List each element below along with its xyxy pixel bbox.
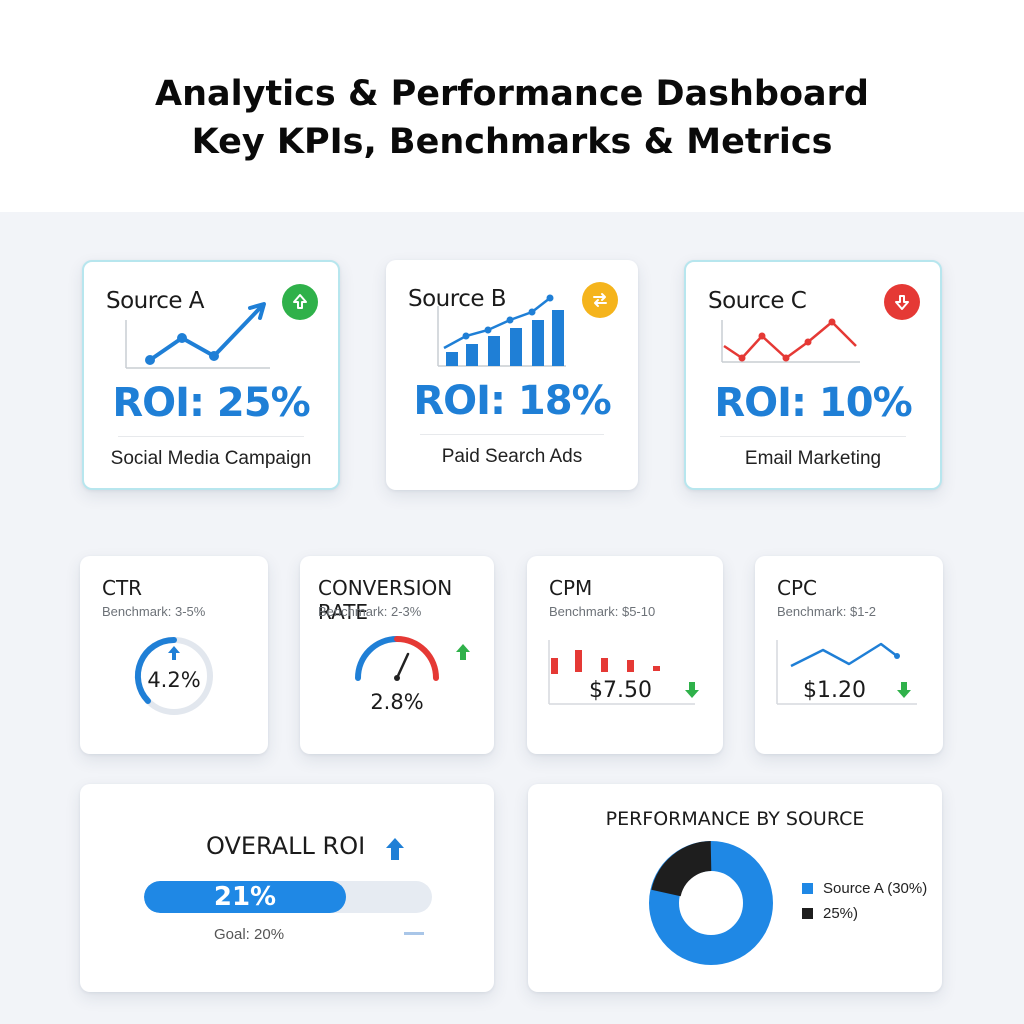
roi-value: ROI: 25% bbox=[112, 380, 310, 426]
roi-value: ROI: 10% bbox=[714, 380, 912, 426]
cpc-line-chart bbox=[776, 640, 917, 705]
divider bbox=[720, 436, 906, 437]
legend-swatch bbox=[802, 883, 813, 894]
kpi-value: $1.20 bbox=[803, 678, 866, 703]
title-line-1: Analytics & Performance Dashboard bbox=[155, 74, 869, 114]
legend-label: Source A (30%) bbox=[823, 880, 928, 897]
legend-swatch bbox=[802, 908, 813, 919]
divider bbox=[420, 434, 604, 435]
arrow-up-icon bbox=[456, 644, 470, 660]
overall-roi-progress bbox=[144, 881, 432, 913]
kpi-card-cpm[interactable]: CPM Benchmark: $5-10 $7.50 bbox=[527, 556, 723, 754]
cpm-bar-chart bbox=[548, 640, 695, 705]
conversion-gauge bbox=[355, 636, 439, 681]
trend-up-badge bbox=[282, 284, 318, 320]
goal-marker bbox=[404, 932, 424, 935]
kpi-card-conversion-rate[interactable]: CONVERSION RATE Benchmark: 2-3% 2.8% bbox=[300, 556, 494, 754]
kpi-card-cpc[interactable]: CPC Benchmark: $1-2 $1.20 bbox=[755, 556, 943, 754]
trend-down-badge bbox=[884, 284, 920, 320]
legend-item: Source A (30%) bbox=[802, 880, 927, 897]
legend-label: 25%) bbox=[823, 905, 859, 922]
arrow-down-icon bbox=[897, 682, 911, 698]
source-title: Source A bbox=[106, 288, 205, 314]
source-c-sparkline bbox=[721, 318, 860, 363]
source-subtitle: Paid Search Ads bbox=[441, 446, 583, 467]
legend-item: 25%) bbox=[802, 905, 858, 922]
ctr-ring-gauge bbox=[134, 636, 213, 715]
kpi-card-ctr[interactable]: CTR Benchmark: 3-5% 4.2% bbox=[80, 556, 268, 754]
overall-roi-value: 21% bbox=[213, 882, 277, 912]
arrow-down-icon bbox=[685, 682, 699, 698]
source-b-barchart bbox=[437, 294, 566, 367]
source-card-c[interactable]: Source C ROI: 10% Email Marketing bbox=[684, 260, 942, 490]
kpi-benchmark: Benchmark: $1-2 bbox=[777, 604, 876, 619]
arrow-up-icon bbox=[386, 838, 404, 860]
source-title: Source C bbox=[708, 288, 807, 314]
source-subtitle: Social Media Campaign bbox=[110, 448, 312, 469]
kpi-benchmark: Benchmark: 3-5% bbox=[102, 604, 206, 619]
source-title: Source B bbox=[408, 286, 507, 312]
performance-card[interactable]: PERFORMANCE BY SOURCE Source A (30%) 25%… bbox=[528, 784, 942, 992]
swap-icon bbox=[593, 293, 607, 307]
overall-roi-card[interactable]: OVERALL ROI 21% Goal: 20% bbox=[80, 784, 494, 992]
overall-roi-title: OVERALL ROI bbox=[206, 832, 366, 860]
source-card-b[interactable]: Source B ROI: 18% Paid Search Ads bbox=[386, 260, 638, 490]
kpi-value: 4.2% bbox=[147, 668, 201, 692]
progress-fill bbox=[144, 881, 346, 913]
source-a-sparkline bbox=[125, 302, 270, 369]
kpi-title: CTR bbox=[102, 576, 143, 600]
trend-neutral-badge bbox=[582, 282, 618, 318]
kpi-title: CONVERSION RATE bbox=[318, 576, 453, 624]
kpi-value: 2.8% bbox=[370, 690, 424, 714]
arrow-down-icon bbox=[895, 295, 909, 310]
title-line-2: Key KPIs, Benchmarks & Metrics bbox=[191, 122, 833, 162]
kpi-title: CPC bbox=[777, 576, 817, 600]
arrow-up-icon bbox=[293, 294, 307, 309]
arrow-up-icon bbox=[168, 646, 180, 660]
goal-label: Goal: 20% bbox=[214, 926, 285, 943]
performance-donut bbox=[649, 841, 773, 965]
roi-value: ROI: 18% bbox=[413, 378, 611, 424]
kpi-benchmark: Benchmark: $5-10 bbox=[549, 604, 656, 619]
dashboard-canvas: Source A ROI: 25% Social Media Campaign … bbox=[0, 212, 1024, 1024]
dashboard-title: Analytics & Performance Dashboard Key KP… bbox=[0, 70, 1024, 166]
divider bbox=[118, 436, 304, 437]
kpi-value: $7.50 bbox=[589, 678, 652, 703]
source-subtitle: Email Marketing bbox=[744, 448, 882, 469]
kpi-benchmark: Benchmark: 2-3% bbox=[318, 604, 422, 619]
performance-title: PERFORMANCE BY SOURCE bbox=[605, 808, 865, 830]
source-card-a[interactable]: Source A ROI: 25% Social Media Campaign bbox=[82, 260, 340, 490]
kpi-title: CPM bbox=[549, 576, 593, 600]
